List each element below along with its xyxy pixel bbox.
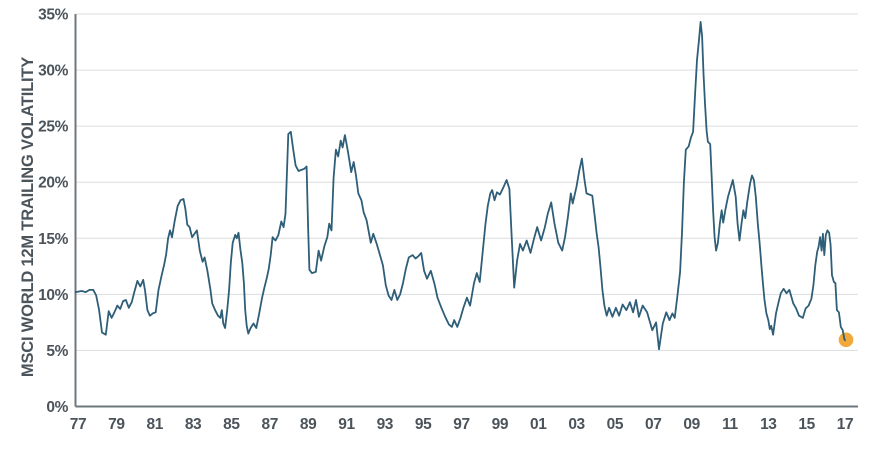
x-tick-label: 05 bbox=[607, 416, 624, 433]
x-tick-label: 85 bbox=[223, 416, 240, 433]
axes bbox=[74, 14, 858, 408]
x-tick-label: 93 bbox=[377, 416, 394, 433]
x-axis-labels: 77 79 81 83 85 87 89 91 93 95 97 99 01 03 05 07 09 11 13 15… bbox=[70, 416, 854, 433]
y-tick-label: 30% bbox=[38, 63, 68, 80]
y-tick-label: 35% bbox=[38, 7, 68, 24]
x-tick-label: 07 bbox=[645, 416, 661, 433]
x-tick-label: 89 bbox=[300, 416, 317, 433]
x-tick-label: 79 bbox=[108, 416, 125, 433]
y-tick-label: 5% bbox=[46, 343, 68, 360]
x-tick-label: 77 bbox=[70, 416, 86, 433]
series-line bbox=[74, 21, 846, 351]
latest-value-marker bbox=[838, 332, 854, 348]
x-tick-label: 83 bbox=[185, 416, 202, 433]
x-tick-label: 11 bbox=[722, 416, 738, 433]
y-tick-label: 25% bbox=[38, 119, 68, 136]
x-tick-label: 91 bbox=[338, 416, 355, 433]
gridlines bbox=[75, 13, 858, 351]
x-tick-label: 13 bbox=[760, 416, 777, 433]
x-tick-label: 81 bbox=[146, 416, 163, 433]
x-tick-label: 15 bbox=[798, 416, 815, 433]
y-axis-labels: 0% 5% 10% 15% 20% 25% 30% 35% bbox=[38, 7, 69, 417]
y-tick-label: 0% bbox=[46, 399, 68, 416]
x-tick-label: 95 bbox=[415, 416, 432, 433]
y-tick-label: 20% bbox=[38, 175, 68, 192]
x-tick-label: 03 bbox=[568, 416, 585, 433]
x-tick-label: 97 bbox=[453, 416, 469, 433]
x-tick-label: 99 bbox=[492, 416, 509, 433]
x-tick-label: 87 bbox=[262, 416, 278, 433]
x-tick-label: 09 bbox=[683, 416, 700, 433]
y-tick-label: 15% bbox=[38, 231, 68, 248]
x-tick-label: 17 bbox=[837, 416, 853, 433]
y-tick-label: 10% bbox=[38, 287, 68, 304]
x-tick-label: 01 bbox=[530, 416, 547, 433]
